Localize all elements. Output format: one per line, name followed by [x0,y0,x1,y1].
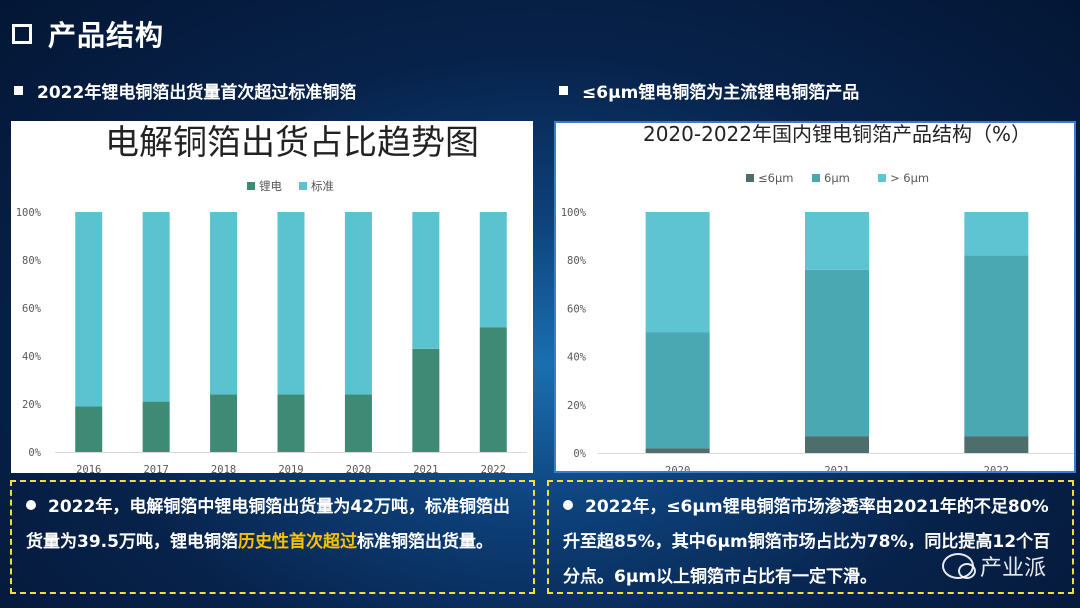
y-tick-label: 100% [16,207,42,219]
round-bullet-icon [563,500,573,510]
legend-label: 锂电 [259,179,282,193]
y-tick-label: 20% [567,400,587,412]
legend-swatch [746,174,754,182]
bar-segment [75,406,103,452]
box-left-highlight: 历史性首次超过 [237,532,357,552]
page-title: 产品结构 [48,19,165,52]
x-tick-label: 2017 [143,464,168,473]
x-tick-label: 2022 [984,465,1009,471]
bar-segment [210,212,238,395]
x-tick-label: 2020 [665,465,690,471]
y-tick-label: 60% [22,303,42,315]
bar-segment [645,332,710,449]
legend-swatch [878,174,886,182]
y-tick-label: 80% [567,255,587,267]
stacked-bar-chart-product-structure: 2020-2022年国内锂电铜箔产品结构（%） ≤6μm 6μm > 6μm 0% 20%… [561,123,1074,471]
box-right-text: 2022年，≤6μm锂电铜箔市场渗透率由2021年的不足80%升至超85%，其中… [563,497,1051,587]
chart-panel-left: 电解铜箔出货占比趋势图锂电 标准 0% 20% 40% 60% 80% 100% 2016 201… [11,121,533,473]
y-tick-label: 20% [22,399,42,411]
subtitle-left: 2022年锂电铜箔出货量首次超过标准铜箔 [14,78,357,103]
wechat-icon [942,553,976,579]
x-tick-label: 2016 [76,464,101,473]
subtitle-right-text: ≤6μm锂电铜箔为主流锂电铜箔产品 [582,82,860,103]
chart-title: 2020-2022年国内锂电铜箔产品结构（%） [643,123,1031,146]
y-tick-label: 60% [567,303,587,315]
bar-segment [75,212,103,407]
bar-segment [344,212,372,395]
bar-segment [344,394,372,452]
y-tick-label: 80% [22,255,42,267]
subtitle-left-text: 2022年锂电铜箔出货量首次超过标准铜箔 [37,82,357,103]
bar-segment [645,212,710,333]
x-tick-label: 2018 [211,464,236,473]
x-tick-label: 2020 [346,464,371,473]
bar-segment [964,255,1029,437]
watermark-text: 产业派 [980,556,1047,581]
box-left-text-a: 2022年，电解铜箔中锂电铜箔出货量为42万吨，标准铜箔出货量为39.5万吨，锂… [26,497,510,552]
summary-box-right: 2022年，≤6μm锂电铜箔市场渗透率由2021年的不足80%升至超85%，其中… [547,480,1074,594]
bar-segment [805,212,869,270]
box-left-text-b: 标准铜箔出货量。 [356,532,493,552]
chart-title: 电解铜箔出货占比趋势图 [105,123,479,163]
bar-segment [479,212,507,328]
bar-segment [964,436,1029,453]
watermark: 产业派 [942,550,1046,582]
bar-segment [142,401,170,452]
bar-segment [412,348,440,452]
chart-panel-right: 2020-2022年国内锂电铜箔产品结构（%） ≤6μm 6μm > 6μm 0% 20%… [554,121,1076,473]
summary-box-left: 2022年，电解铜箔中锂电铜箔出货量为42万吨，标准铜箔出货量为39.5万吨，锂… [10,480,535,594]
x-tick-label: 2021 [413,464,438,473]
y-tick-label: 0% [573,448,586,460]
bar-segment [412,212,440,349]
x-tick-label: 2019 [278,464,303,473]
slide-header: 产品结构 [12,14,164,54]
legend-swatch [812,174,820,182]
round-bullet-icon [26,500,36,510]
bar-segment [805,436,869,453]
bar-segment [964,212,1029,256]
title-square-icon [12,24,32,44]
legend-label: ≤6μm [758,171,793,185]
legend-label: 6μm [824,171,850,185]
bar-segment [142,212,170,402]
bar-segment [805,269,869,437]
y-tick-label: 40% [567,352,587,364]
legend-swatch [247,182,255,190]
x-tick-label: 2022 [481,464,506,473]
legend-swatch [299,182,307,190]
subtitle-right: ≤6μm锂电铜箔为主流锂电铜箔产品 [559,78,860,103]
legend-label: > 6μm [890,171,929,185]
y-tick-label: 40% [22,351,42,363]
bar-segment [210,394,238,452]
y-tick-label: 0% [28,447,41,459]
bar-segment [277,394,305,452]
bar-segment [645,448,710,453]
bar-segment [479,327,507,452]
legend-label: 标准 [311,179,334,193]
y-tick-label: 100% [561,207,587,219]
bar-segment [277,212,305,395]
x-tick-label: 2021 [824,465,849,471]
square-bullet-icon [559,85,568,95]
square-bullet-icon [14,85,23,95]
